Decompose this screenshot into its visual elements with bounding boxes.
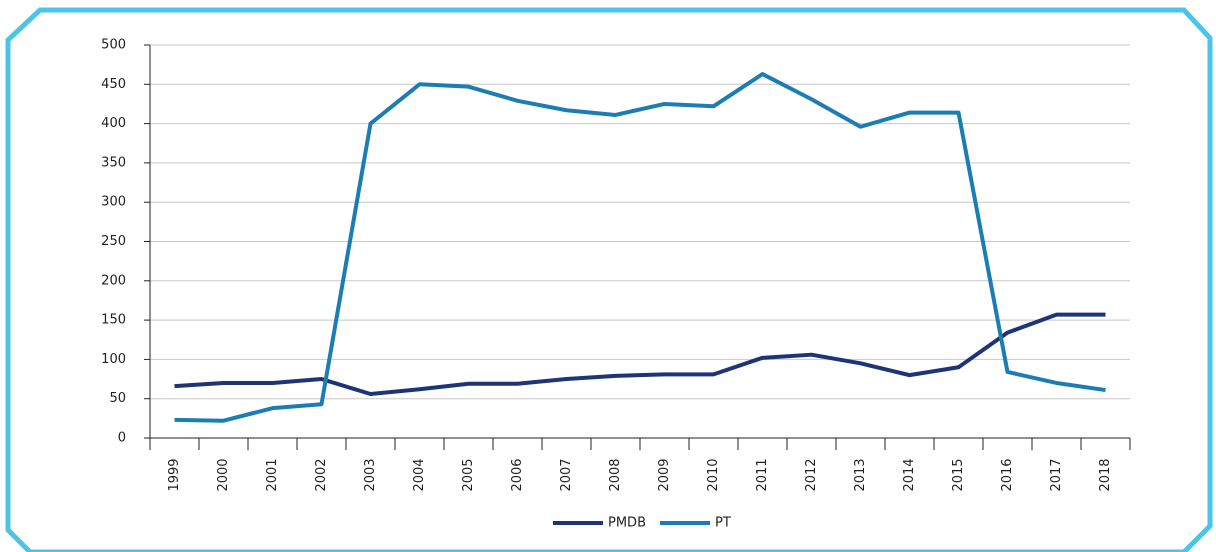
y-tick-label: 450	[101, 77, 126, 92]
x-tick-label: 2000	[216, 458, 231, 491]
legend-label: PMDB	[608, 516, 646, 531]
x-tick-label: 2002	[314, 458, 329, 491]
y-tick-label: 300	[101, 195, 126, 210]
x-tick-label: 2016	[1000, 458, 1015, 491]
y-tick-label: 250	[101, 234, 126, 249]
y-tick-label: 200	[101, 273, 126, 288]
x-tick-label: 2011	[755, 458, 770, 491]
y-tick-label: 150	[101, 313, 126, 328]
frame	[5, 7, 1213, 552]
x-tick-label: 2012	[804, 458, 819, 491]
x-tick-label: 2015	[951, 458, 966, 491]
series-line	[174, 72, 1106, 423]
x-tick-label: 2005	[461, 458, 476, 491]
x-tick-label: 2007	[559, 458, 574, 491]
y-tick-label: 0	[118, 431, 126, 446]
y-tick-label: 50	[109, 391, 126, 406]
y-tick-label: 500	[101, 38, 126, 53]
y-tick-label: 350	[101, 155, 126, 170]
y-tick-label: 100	[101, 352, 126, 367]
x-tick-label: 2001	[265, 458, 280, 491]
legend-label: PT	[715, 516, 731, 531]
x-tick-label: 2010	[706, 458, 721, 491]
y-tick-label: 400	[101, 116, 126, 131]
x-tick-label: 2018	[1098, 458, 1113, 491]
x-tick-label: 2013	[853, 458, 868, 491]
series-line	[174, 312, 1106, 396]
x-tick-label: 2017	[1049, 458, 1064, 491]
x-tick-label: 2004	[412, 458, 427, 491]
x-tick-label: 2003	[363, 458, 378, 491]
x-tick-label: 2008	[608, 458, 623, 491]
x-tick-label: 2009	[657, 458, 672, 491]
x-tick-label: 2006	[510, 458, 525, 491]
x-tick-label: 2014	[902, 458, 917, 491]
x-tick-label: 1999	[167, 458, 182, 491]
